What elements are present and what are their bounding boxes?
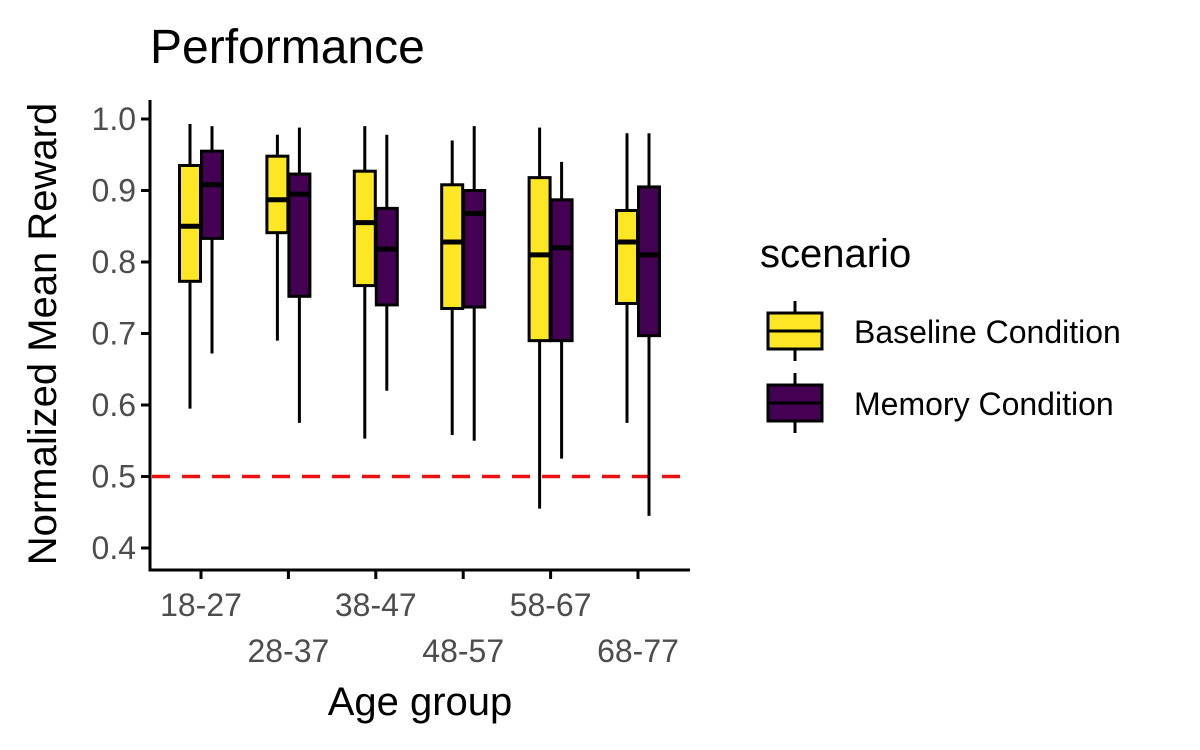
chart-title: Performance [150, 21, 425, 74]
box-baseline [265, 134, 290, 341]
x-tick-label: 28-37 [247, 633, 329, 669]
x-tick-label: 58-67 [510, 587, 592, 623]
legend-label: Memory Condition [854, 386, 1114, 422]
box-body [615, 209, 639, 305]
box-baseline [352, 126, 377, 439]
box-body [374, 206, 399, 307]
box-body [178, 163, 202, 283]
y-tick-label: 0.4 [92, 530, 136, 566]
box-memory [200, 126, 224, 354]
box-body [549, 198, 574, 343]
box-baseline [178, 124, 202, 409]
legend-label: Baseline Condition [854, 314, 1121, 350]
y-tick-label: 0.8 [92, 244, 136, 280]
x-tick-label: 68-77 [597, 633, 679, 669]
box-body [265, 154, 290, 235]
box-body [287, 172, 312, 298]
box-memory [374, 134, 399, 391]
box-body [462, 189, 487, 309]
y-tick-label: 0.5 [92, 459, 136, 495]
x-tick-label: 18-27 [160, 587, 242, 623]
legend: scenario Baseline Condition Memory Condit… [760, 232, 1121, 433]
box-body [200, 149, 224, 240]
y-tick-label: 0.9 [92, 173, 136, 209]
box-baseline [527, 127, 552, 509]
legend-title: scenario [760, 232, 911, 276]
box-memory [287, 127, 312, 423]
box-memory [462, 126, 487, 441]
box-body [352, 169, 377, 288]
y-tick-label: 0.7 [92, 316, 136, 352]
box-memory [549, 161, 574, 459]
y-axis-title: Normalized Mean Reward [21, 103, 65, 565]
plot-area: 0.4 0.5 0.6 0.7 0.8 0.9 1.0 18-2728-3738-4748-5… [92, 100, 690, 669]
x-axis-title: Age group [328, 680, 513, 724]
box-body [637, 185, 661, 338]
box-baseline [440, 140, 465, 436]
x-tick-label: 38-47 [335, 587, 417, 623]
box-body [527, 176, 552, 343]
box-baseline [615, 133, 639, 423]
box-memory [637, 133, 661, 516]
box-body [440, 183, 465, 310]
y-tick-label: 1.0 [92, 101, 136, 137]
x-tick-label: 48-57 [422, 633, 504, 669]
y-tick-label: 0.6 [92, 387, 136, 423]
